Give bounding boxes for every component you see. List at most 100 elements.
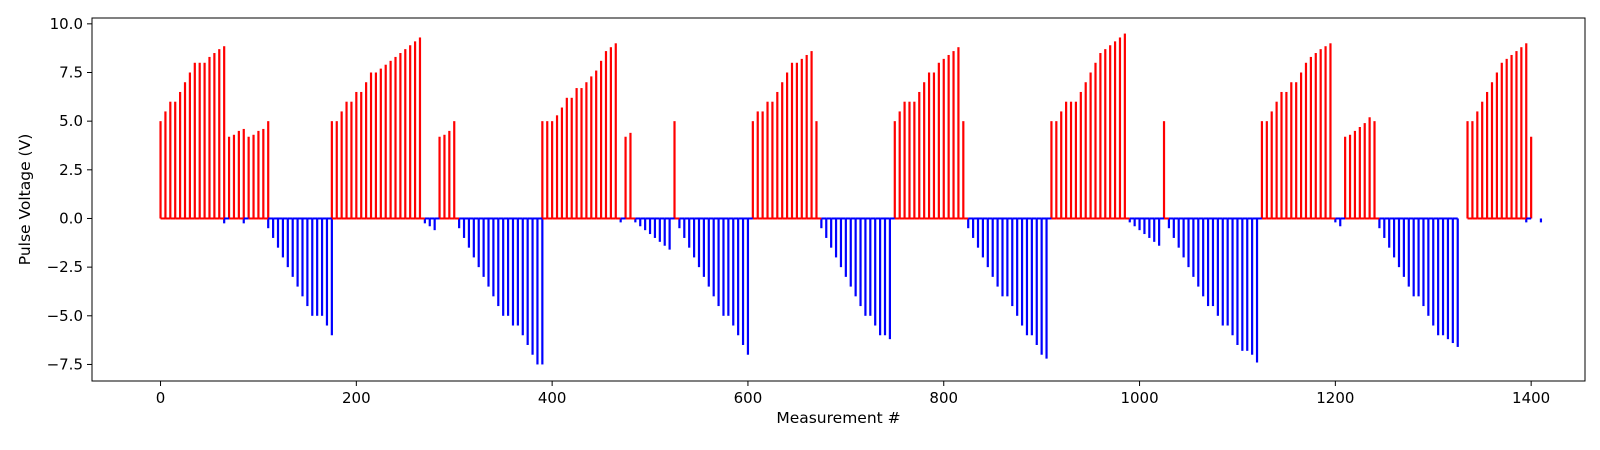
positive-pulse-bar: [399, 53, 402, 219]
negative-pulse-bar: [1422, 218, 1425, 307]
positive-pulse-bar: [267, 121, 270, 219]
negative-pulse-bar: [653, 218, 657, 238]
negative-pulse-bar: [1231, 218, 1234, 336]
positive-pulse-bar: [350, 101, 353, 219]
negative-pulse-bar: [1001, 218, 1004, 297]
positive-pulse-bar: [237, 130, 240, 219]
negative-pulse-bar: [658, 218, 661, 242]
positive-pulse-bar: [1270, 111, 1273, 219]
y-tick-label: 0.0: [59, 209, 83, 227]
negative-pulse-bar: [981, 218, 984, 258]
positive-pulse-bar: [1069, 101, 1073, 219]
positive-pulse-bar: [188, 72, 191, 219]
positive-pulse-bar: [413, 41, 417, 219]
positive-pulse-bar: [761, 111, 764, 219]
negative-pulse-bar: [458, 218, 461, 229]
negative-pulse-bar: [663, 218, 666, 246]
negative-pulse-bar: [722, 218, 725, 316]
negative-pulse-bar: [844, 218, 847, 277]
negative-pulse-bar: [311, 218, 314, 316]
positive-pulse-bar: [555, 115, 559, 219]
positive-pulse-bar: [786, 72, 789, 219]
negative-pulse-bar: [1451, 218, 1454, 344]
positive-pulse-bar: [443, 134, 446, 219]
x-axis-label: Measurement #: [776, 409, 900, 427]
positive-pulse-bar: [262, 128, 265, 219]
negative-pulse-bar: [1206, 218, 1210, 307]
positive-pulse-bar: [962, 121, 965, 219]
positive-pulse-bar: [1495, 72, 1498, 219]
positive-pulse-bar: [614, 43, 617, 219]
positive-pulse-bar: [232, 134, 236, 219]
positive-pulse-bar: [1344, 136, 1347, 219]
negative-pulse-bar: [1148, 218, 1151, 238]
positive-pulse-bar: [330, 121, 333, 219]
x-tick-label: 400: [538, 389, 567, 407]
positive-pulse-bar: [1113, 41, 1117, 219]
negative-pulse-bar: [1246, 218, 1249, 351]
positive-pulse-bar: [1280, 91, 1283, 219]
positive-pulse-bar: [1530, 136, 1533, 219]
negative-pulse-bar: [697, 218, 701, 268]
negative-pulse-bar: [320, 218, 324, 316]
positive-pulse-bar: [159, 121, 162, 219]
negative-pulse-bar: [712, 218, 715, 297]
negative-pulse-bar: [1128, 218, 1131, 223]
positive-pulse-bar: [1490, 82, 1494, 219]
negative-pulse-bar: [869, 218, 872, 316]
positive-pulse-bar: [1368, 117, 1371, 219]
negative-pulse-bar: [737, 218, 740, 336]
positive-pulse-bar: [1299, 72, 1303, 219]
negative-pulse-bar: [291, 218, 294, 277]
positive-pulse-bar: [810, 51, 813, 219]
positive-pulse-bar: [1084, 82, 1087, 219]
positive-pulse-bar: [595, 70, 598, 219]
negative-pulse-bar: [1437, 218, 1440, 336]
positive-pulse-bar: [1486, 91, 1489, 219]
negative-pulse-bar: [830, 218, 833, 248]
positive-pulse-bar: [1099, 53, 1102, 219]
negative-pulse-bar: [536, 218, 539, 365]
negative-pulse-bar: [1417, 218, 1420, 297]
positive-pulse-bar: [781, 82, 784, 219]
negative-pulse-bar: [976, 218, 980, 248]
positive-pulse-bar: [570, 97, 573, 219]
positive-pulse-bar: [1290, 82, 1293, 219]
positive-pulse-bar: [546, 121, 549, 219]
negative-pulse-bar: [316, 218, 319, 316]
negative-pulse-bar: [648, 218, 652, 235]
negative-pulse-bar: [1011, 218, 1014, 307]
negative-pulse-bar: [1236, 218, 1239, 345]
negative-pulse-bar: [888, 218, 891, 340]
positive-pulse-bar: [790, 62, 794, 219]
negative-pulse-bar: [1040, 218, 1043, 355]
positive-pulse-bar: [1466, 121, 1469, 219]
positive-pulse-bar: [624, 136, 627, 219]
positive-pulse-bar: [169, 101, 172, 219]
positive-pulse-bar: [252, 134, 255, 219]
negative-pulse-bar: [1143, 218, 1146, 235]
plot-frame: [91, 17, 1586, 382]
negative-pulse-bar: [854, 218, 857, 297]
positive-pulse-bar: [1118, 37, 1122, 219]
negative-pulse-bar: [874, 218, 877, 326]
negative-pulse-bar: [644, 218, 647, 231]
positive-pulse-bar: [937, 62, 940, 219]
positive-pulse-bar: [1304, 62, 1308, 219]
positive-pulse-bar: [1055, 121, 1058, 219]
x-tick-label: 800: [929, 389, 958, 407]
negative-pulse-bar: [467, 218, 471, 248]
negative-pulse-bar: [1383, 218, 1386, 238]
positive-pulse-bar: [551, 121, 554, 219]
positive-pulse-bar: [771, 101, 774, 219]
positive-pulse-bar: [560, 107, 564, 219]
negative-pulse-bar: [1035, 218, 1038, 345]
negative-pulse-bar: [859, 218, 862, 307]
positive-pulse-bar: [1109, 45, 1112, 219]
negative-pulse-bar: [242, 218, 245, 224]
negative-pulse-bar: [668, 218, 671, 250]
positive-pulse-bar: [898, 111, 901, 219]
positive-pulse-bar: [1515, 51, 1518, 219]
positive-pulse-bar: [453, 121, 456, 219]
negative-pulse-bar: [423, 218, 426, 224]
